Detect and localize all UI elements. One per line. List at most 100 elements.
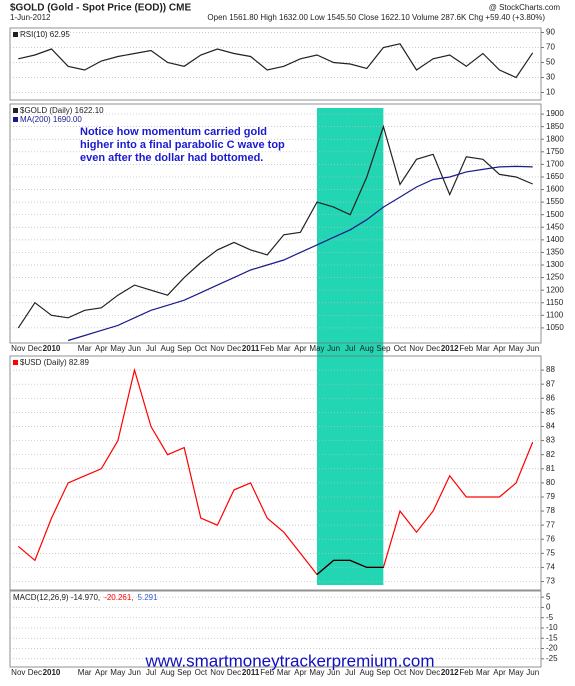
x-tick-label: Mar [476,668,490,677]
date: 1-Jun-2012 [10,13,51,22]
x-tick-label: Jun [526,344,539,353]
legend-label: $USD (Daily) 82.89 [20,358,89,367]
footer-url: www.smartmoneytrackerpremium.com [144,651,434,670]
y-tick-label: 1200 [546,285,564,294]
series-line [17,124,533,329]
x-tick-label: Apr [294,668,307,677]
x-tick-label: Feb [260,344,274,353]
legend-label: RSI(10) 62.95 [20,30,70,39]
x-tick-label: Nov [210,344,224,353]
x-tick-label: Apr [95,344,108,353]
y-tick-label: 73 [546,577,555,586]
x-tick-label: Jul [146,668,156,677]
y-tick-label: -20 [546,644,558,653]
legend-swatch [13,108,18,113]
y-tick-label: 1550 [546,197,564,206]
y-tick-label: 1650 [546,172,564,181]
legend-swatch [13,32,18,37]
x-tick-label: 2012 [441,344,459,353]
source: @ StockCharts.com [489,3,561,12]
y-tick-label: 1150 [546,298,564,307]
x-tick-label: Oct [394,344,407,353]
x-tick-label: Mar [78,668,92,677]
y-tick-label: 1700 [546,159,564,168]
x-tick-label: Nov [409,668,423,677]
y-tick-label: 30 [546,73,555,82]
x-tick-label: Mar [78,344,92,353]
panel-frame [9,103,542,344]
x-tick-label: Nov [11,344,25,353]
y-tick-label: 90 [546,28,555,37]
x-tick-label: May [110,344,125,353]
legend-label: MA(200) 1690.00 [20,115,82,124]
x-tick-label: Oct [394,668,407,677]
x-tick-label: Jul [345,668,355,677]
y-tick-label: 81 [546,464,555,473]
x-tick-label: Dec [227,668,241,677]
x-tick-label: Aug [360,344,374,353]
x-tick-label: Feb [459,668,473,677]
x-tick-label: Jun [128,344,141,353]
x-tick-label: Feb [260,668,274,677]
x-tick-label: 2010 [43,668,61,677]
x-tick-label: Oct [195,344,208,353]
legend-swatch [13,360,18,365]
y-tick-label: 80 [546,478,555,487]
x-tick-label: Apr [493,668,506,677]
chart-title: $GOLD (Gold - Spot Price (EOD)) CME [10,3,191,14]
y-tick-label: 1850 [546,122,564,131]
y-tick-label: 83 [546,436,555,445]
quote: Open 1561.80 High 1632.00 Low 1545.50 Cl… [207,13,545,22]
x-tick-label: May [110,668,125,677]
x-tick-label: Dec [426,344,440,353]
x-tick-label: Aug [360,668,374,677]
x-tick-label: Apr [493,344,506,353]
x-tick-label: Sep [376,344,391,353]
highlight-region [316,108,384,585]
panel-frame [9,27,542,101]
y-tick-label: 1500 [546,210,564,219]
y-tick-label: 76 [546,534,555,543]
y-tick-label: 79 [546,492,555,501]
y-tick-label: 78 [546,506,555,515]
series-line [18,43,534,79]
y-tick-label: 1300 [546,260,564,269]
panel-frame [9,355,542,591]
y-tick-label: 77 [546,520,555,529]
y-tick-label: 1400 [546,235,564,244]
y-tick-label: 1450 [546,222,564,231]
y-tick-label: 50 [546,58,555,67]
x-tick-label: 2011 [242,344,260,353]
legend-label: MACD(12,26,9) -14.970, [13,593,100,602]
x-tick-label: Mar [277,344,291,353]
y-tick-label: 5 [546,592,551,601]
x-tick-label: Nov [409,344,423,353]
y-tick-label: 82 [546,450,555,459]
y-tick-label: -10 [546,623,558,632]
y-tick-label: 85 [546,407,555,416]
x-tick-label: Jun [526,668,539,677]
y-tick-label: 1350 [546,248,564,257]
x-tick-label: May [509,344,524,353]
x-tick-label: Jul [345,344,355,353]
y-tick-label: 1050 [546,323,564,332]
y-tick-label: 1600 [546,185,564,194]
legend-label: $GOLD (Daily) 1622.10 [20,106,104,115]
y-tick-label: 1800 [546,134,564,143]
y-tick-label: 10 [546,88,555,97]
x-tick-label: Dec [28,344,42,353]
x-tick-label: Apr [294,344,307,353]
legend-label: -20.261, [104,593,133,602]
x-tick-label: Oct [195,668,208,677]
annotation: even after the dollar had bottomed. [80,152,263,164]
y-tick-label: -25 [546,654,558,663]
y-tick-label: 86 [546,393,555,402]
x-tick-label: Sep [376,668,391,677]
x-tick-label: Dec [426,668,440,677]
x-tick-label: 2012 [441,668,459,677]
y-tick-label: 1900 [546,109,564,118]
legend-swatch [13,117,18,122]
x-tick-label: Mar [277,668,291,677]
annotation: Notice how momentum carried gold [80,126,267,138]
